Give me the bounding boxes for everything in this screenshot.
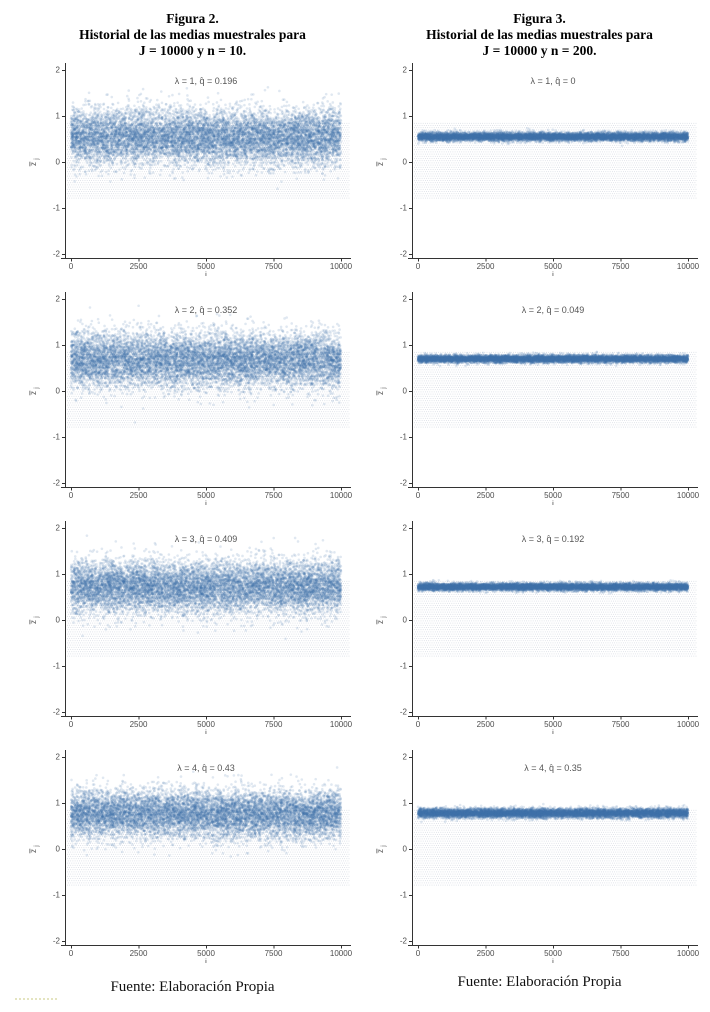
figure-params: J = 10000 y n = 10. xyxy=(138,43,247,58)
figure-subtitle: Historial de las medias muestrales para xyxy=(79,27,306,42)
scatter-panel-figura3-lambda4 xyxy=(372,745,702,963)
figure-title: Figura 3. xyxy=(513,11,566,26)
scatter-panel-figura2-lambda4 xyxy=(25,745,355,963)
figura-2-header: Figura 2. Historial de las medias muestr… xyxy=(25,11,360,59)
figure-source-caption: Fuente: Elaboración Propia xyxy=(110,979,275,995)
scatter-panel-figura2-lambda3 xyxy=(25,516,355,734)
figura-3-header: Figura 3. Historial de las medias muestr… xyxy=(372,11,707,59)
figure-title: Figura 2. xyxy=(166,11,219,26)
scatter-panel-figura3-lambda2 xyxy=(372,287,702,505)
scan-artifact-dots xyxy=(15,998,57,1000)
figure-params: J = 10000 y n = 200. xyxy=(482,43,597,58)
figure-source-caption: Fuente: Elaboración Propia xyxy=(457,974,622,990)
figura-3-column: Figura 3. Historial de las medias muestr… xyxy=(372,0,707,1012)
scatter-panel-figura3-lambda1 xyxy=(372,58,702,276)
scatter-panel-figura2-lambda2 xyxy=(25,287,355,505)
scatter-panel-figura3-lambda3 xyxy=(372,516,702,734)
scatter-panel-figura2-lambda1 xyxy=(25,58,355,276)
figura-2-column: Figura 2. Historial de las medias muestr… xyxy=(25,0,360,1012)
figure-subtitle: Historial de las medias muestrales para xyxy=(426,27,653,42)
